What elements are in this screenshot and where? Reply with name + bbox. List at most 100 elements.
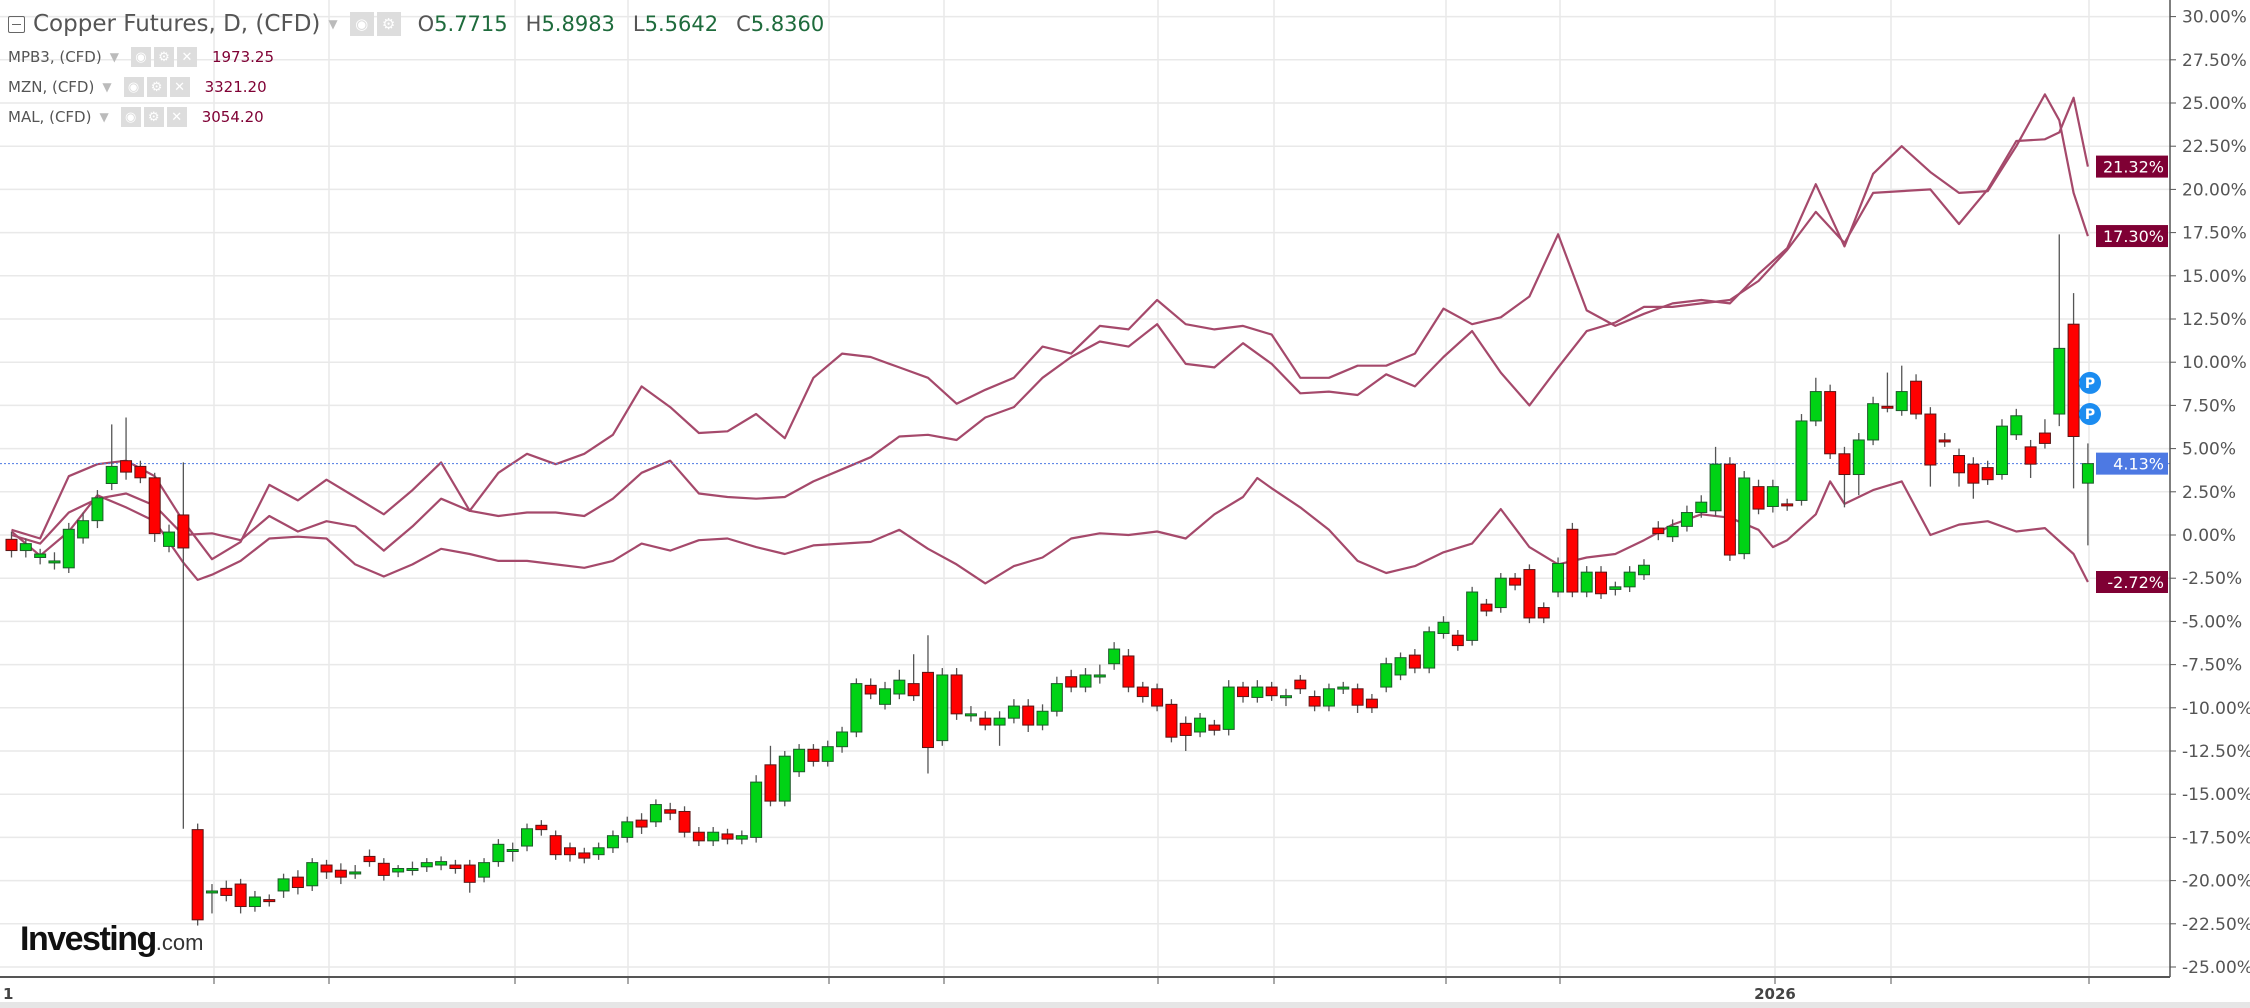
logo-suffix: .com bbox=[155, 930, 204, 955]
candle-body-down bbox=[578, 852, 591, 859]
p-marker-circle[interactable] bbox=[2079, 371, 2101, 394]
chevron-down-icon[interactable]: ▼ bbox=[109, 50, 119, 64]
candle bbox=[1766, 479, 1779, 513]
p-marker-circle[interactable] bbox=[2079, 403, 2101, 426]
candle bbox=[134, 460, 147, 484]
candle-body-up bbox=[1494, 577, 1507, 609]
candle-body-up bbox=[592, 847, 605, 856]
candle-body-up bbox=[478, 862, 491, 878]
candle bbox=[850, 678, 863, 738]
candle bbox=[721, 828, 734, 845]
candle bbox=[48, 552, 61, 570]
candle bbox=[478, 858, 491, 883]
candle-body-down bbox=[1981, 467, 1994, 481]
candle-body-down bbox=[334, 869, 347, 878]
series-label[interactable]: MPB3, (CFD) bbox=[8, 48, 102, 66]
candle bbox=[1108, 642, 1121, 670]
eye-icon[interactable]: ◉ bbox=[130, 47, 151, 67]
candle-body-up bbox=[349, 871, 362, 875]
y-tick-label: 5.00% bbox=[2182, 440, 2236, 460]
gear-icon[interactable]: ⚙ bbox=[146, 77, 167, 97]
candle-body-up bbox=[1222, 686, 1235, 730]
collapse-icon[interactable] bbox=[8, 15, 25, 33]
candle-body-up bbox=[19, 543, 32, 552]
candle-body-up bbox=[1666, 525, 1679, 538]
y-tick-label: -10.00% bbox=[2182, 699, 2250, 719]
candle-body-up bbox=[1423, 631, 1436, 669]
candle bbox=[1394, 652, 1407, 681]
candle-body-down bbox=[449, 864, 462, 870]
series-label[interactable]: MAL, (CFD) bbox=[8, 108, 92, 126]
gear-icon[interactable]: ⚙ bbox=[376, 12, 401, 36]
candle bbox=[1695, 495, 1708, 518]
candle-body-up bbox=[1680, 512, 1693, 527]
close-icon[interactable]: ✕ bbox=[166, 107, 187, 127]
gear-icon[interactable]: ⚙ bbox=[153, 47, 174, 67]
chevron-down-icon[interactable]: ▼ bbox=[102, 80, 112, 94]
candle bbox=[979, 711, 992, 731]
close-icon[interactable]: ✕ bbox=[169, 77, 190, 97]
y-axis[interactable]: 30.00% 27.50% 25.00% 22.50% 20.00% 17.50% 15.0… bbox=[2169, 0, 2250, 978]
series-label[interactable]: MZN, (CFD) bbox=[8, 78, 95, 96]
candle-body-down bbox=[692, 831, 705, 842]
candle-body-up bbox=[1709, 463, 1722, 512]
p-marker[interactable]: P bbox=[2079, 371, 2101, 394]
candle bbox=[1537, 602, 1550, 624]
candle bbox=[363, 849, 376, 867]
candle-body-up bbox=[1437, 621, 1450, 634]
series-value: 3054.20 bbox=[201, 108, 264, 126]
series-value: 1973.25 bbox=[211, 48, 274, 66]
candle-body-down bbox=[721, 833, 734, 840]
eye-icon[interactable]: ◉ bbox=[349, 12, 374, 36]
candle bbox=[205, 884, 218, 914]
candle-body-up bbox=[850, 683, 863, 733]
candle bbox=[549, 830, 562, 860]
candle-body-up bbox=[1766, 486, 1779, 507]
candle bbox=[692, 827, 705, 847]
candle bbox=[1838, 446, 1851, 508]
candle-body-down bbox=[1509, 577, 1522, 586]
candle bbox=[1466, 586, 1479, 646]
high-label: H bbox=[525, 12, 542, 36]
eye-icon[interactable]: ◉ bbox=[123, 77, 144, 97]
candle-body-down bbox=[1910, 380, 1923, 415]
candle-body-down bbox=[1967, 463, 1980, 484]
x-axis[interactable]: 1 2026 bbox=[0, 976, 2250, 1008]
candle-body-down bbox=[1595, 571, 1608, 595]
candle bbox=[1423, 626, 1436, 674]
candle-body-down bbox=[1022, 705, 1035, 726]
candle-body-up bbox=[1380, 663, 1393, 688]
candle-body-down bbox=[191, 829, 204, 921]
main-series-title[interactable]: Copper Futures, D, (CFD) bbox=[33, 11, 321, 37]
candle-body-down bbox=[1824, 391, 1837, 455]
candle-body-up bbox=[277, 878, 290, 892]
series-value: 3321.20 bbox=[204, 78, 267, 96]
y-tick-label: 25.00% bbox=[2182, 94, 2247, 114]
candle bbox=[62, 522, 75, 574]
candle bbox=[678, 806, 691, 838]
gear-icon[interactable]: ⚙ bbox=[143, 107, 164, 127]
candle-body-down bbox=[921, 671, 934, 749]
candle bbox=[2081, 443, 2094, 546]
candle-body-up bbox=[1251, 686, 1264, 698]
series-end-tag: -2.72% bbox=[2096, 571, 2168, 594]
candle bbox=[750, 775, 763, 843]
candle-body-down bbox=[1408, 654, 1421, 669]
candle-body-down bbox=[1480, 603, 1493, 612]
candles: PP bbox=[5, 234, 2101, 926]
candle-body-down bbox=[1351, 688, 1364, 706]
p-marker[interactable]: P bbox=[2079, 403, 2101, 426]
chevron-down-icon[interactable]: ▼ bbox=[99, 110, 109, 124]
chevron-down-icon[interactable]: ▼ bbox=[328, 17, 338, 31]
bottom-scrollbar[interactable] bbox=[0, 1002, 2250, 1008]
candle bbox=[635, 813, 648, 834]
candle-body-up bbox=[1995, 425, 2008, 476]
candle bbox=[1881, 372, 1894, 413]
candle bbox=[563, 842, 576, 862]
eye-icon[interactable]: ◉ bbox=[120, 107, 141, 127]
candle-body-up bbox=[1580, 571, 1593, 593]
close-icon[interactable]: ✕ bbox=[176, 47, 197, 67]
candle bbox=[1322, 683, 1335, 712]
candle-body-up bbox=[1093, 674, 1106, 678]
